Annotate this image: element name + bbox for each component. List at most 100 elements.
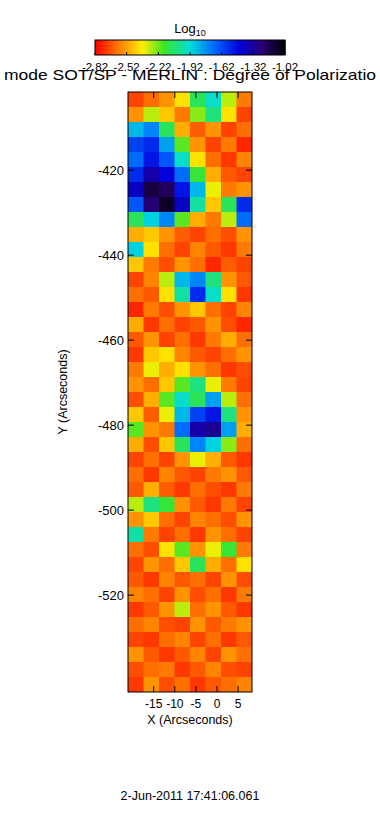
y-tick-label: -480 xyxy=(98,418,124,433)
x-tick xyxy=(216,686,217,692)
cell xyxy=(128,407,144,423)
cell xyxy=(144,167,160,183)
x-tick-label: -5 xyxy=(191,697,202,711)
x-tick xyxy=(153,686,154,692)
cell xyxy=(221,482,237,498)
cell xyxy=(190,242,206,258)
cell xyxy=(159,257,175,273)
cell xyxy=(190,317,206,333)
cell xyxy=(159,287,175,303)
cell xyxy=(144,332,160,348)
cell xyxy=(206,647,222,663)
cell xyxy=(159,452,175,468)
cell xyxy=(175,497,191,513)
cell xyxy=(128,677,144,692)
cell xyxy=(221,587,237,603)
x-tick xyxy=(153,92,154,98)
cell xyxy=(175,92,191,108)
cell xyxy=(175,152,191,168)
cell xyxy=(237,257,253,273)
cell xyxy=(175,557,191,573)
cell xyxy=(128,617,144,633)
cell xyxy=(190,437,206,453)
cell xyxy=(237,647,253,663)
cell xyxy=(159,272,175,288)
cell xyxy=(206,422,222,438)
cell xyxy=(237,617,253,633)
cell xyxy=(128,152,144,168)
cell xyxy=(237,182,253,198)
cell xyxy=(128,227,144,243)
cell xyxy=(190,602,206,618)
cell xyxy=(190,362,206,378)
cell xyxy=(190,422,206,438)
cell xyxy=(190,302,206,318)
x-tick xyxy=(238,92,239,98)
cell xyxy=(144,212,160,228)
cell xyxy=(221,107,237,123)
cell xyxy=(144,452,160,468)
y-tick xyxy=(246,340,252,341)
cell xyxy=(159,572,175,588)
cell xyxy=(190,512,206,528)
cell xyxy=(175,377,191,393)
cell xyxy=(175,257,191,273)
cell xyxy=(206,332,222,348)
cell xyxy=(190,152,206,168)
cell xyxy=(128,632,144,648)
cell xyxy=(159,122,175,138)
chart: mode SOT/SP - MERLIN : Degree of Polariz… xyxy=(0,0,380,816)
cell xyxy=(221,677,237,692)
x-tick xyxy=(174,686,175,692)
cell xyxy=(237,287,253,303)
cell xyxy=(159,587,175,603)
cell xyxy=(221,227,237,243)
cell xyxy=(237,197,253,213)
cell xyxy=(237,212,253,228)
cell xyxy=(175,137,191,153)
cell xyxy=(144,392,160,408)
cell xyxy=(206,167,222,183)
cell xyxy=(175,287,191,303)
cell xyxy=(190,122,206,138)
cell xyxy=(144,677,160,692)
y-tick-label: -440 xyxy=(98,248,124,263)
cell xyxy=(237,437,253,453)
cell xyxy=(128,557,144,573)
cell xyxy=(175,227,191,243)
cell xyxy=(159,137,175,153)
cell xyxy=(144,317,160,333)
cell xyxy=(206,152,222,168)
cell xyxy=(159,422,175,438)
cell xyxy=(128,467,144,483)
cell xyxy=(175,347,191,363)
y-tick-label: -460 xyxy=(98,333,124,348)
cell xyxy=(175,272,191,288)
cell xyxy=(190,617,206,633)
cell xyxy=(221,422,237,438)
colorbar-tick xyxy=(253,52,254,55)
cell xyxy=(221,647,237,663)
cell xyxy=(190,212,206,228)
x-axis-label: X (Arcseconds) xyxy=(147,713,232,727)
cell xyxy=(206,107,222,123)
cell xyxy=(175,542,191,558)
cell xyxy=(237,137,253,153)
cell xyxy=(128,197,144,213)
cell xyxy=(237,467,253,483)
cell xyxy=(237,632,253,648)
cell xyxy=(237,332,253,348)
cell xyxy=(206,227,222,243)
cell xyxy=(144,542,160,558)
cell xyxy=(175,212,191,228)
cell xyxy=(144,242,160,258)
x-tick xyxy=(216,92,217,98)
cell xyxy=(237,272,253,288)
cell xyxy=(175,197,191,213)
cell xyxy=(159,347,175,363)
cell xyxy=(159,662,175,678)
cell xyxy=(144,587,160,603)
cell xyxy=(175,242,191,258)
cell xyxy=(190,557,206,573)
cell xyxy=(128,377,144,393)
